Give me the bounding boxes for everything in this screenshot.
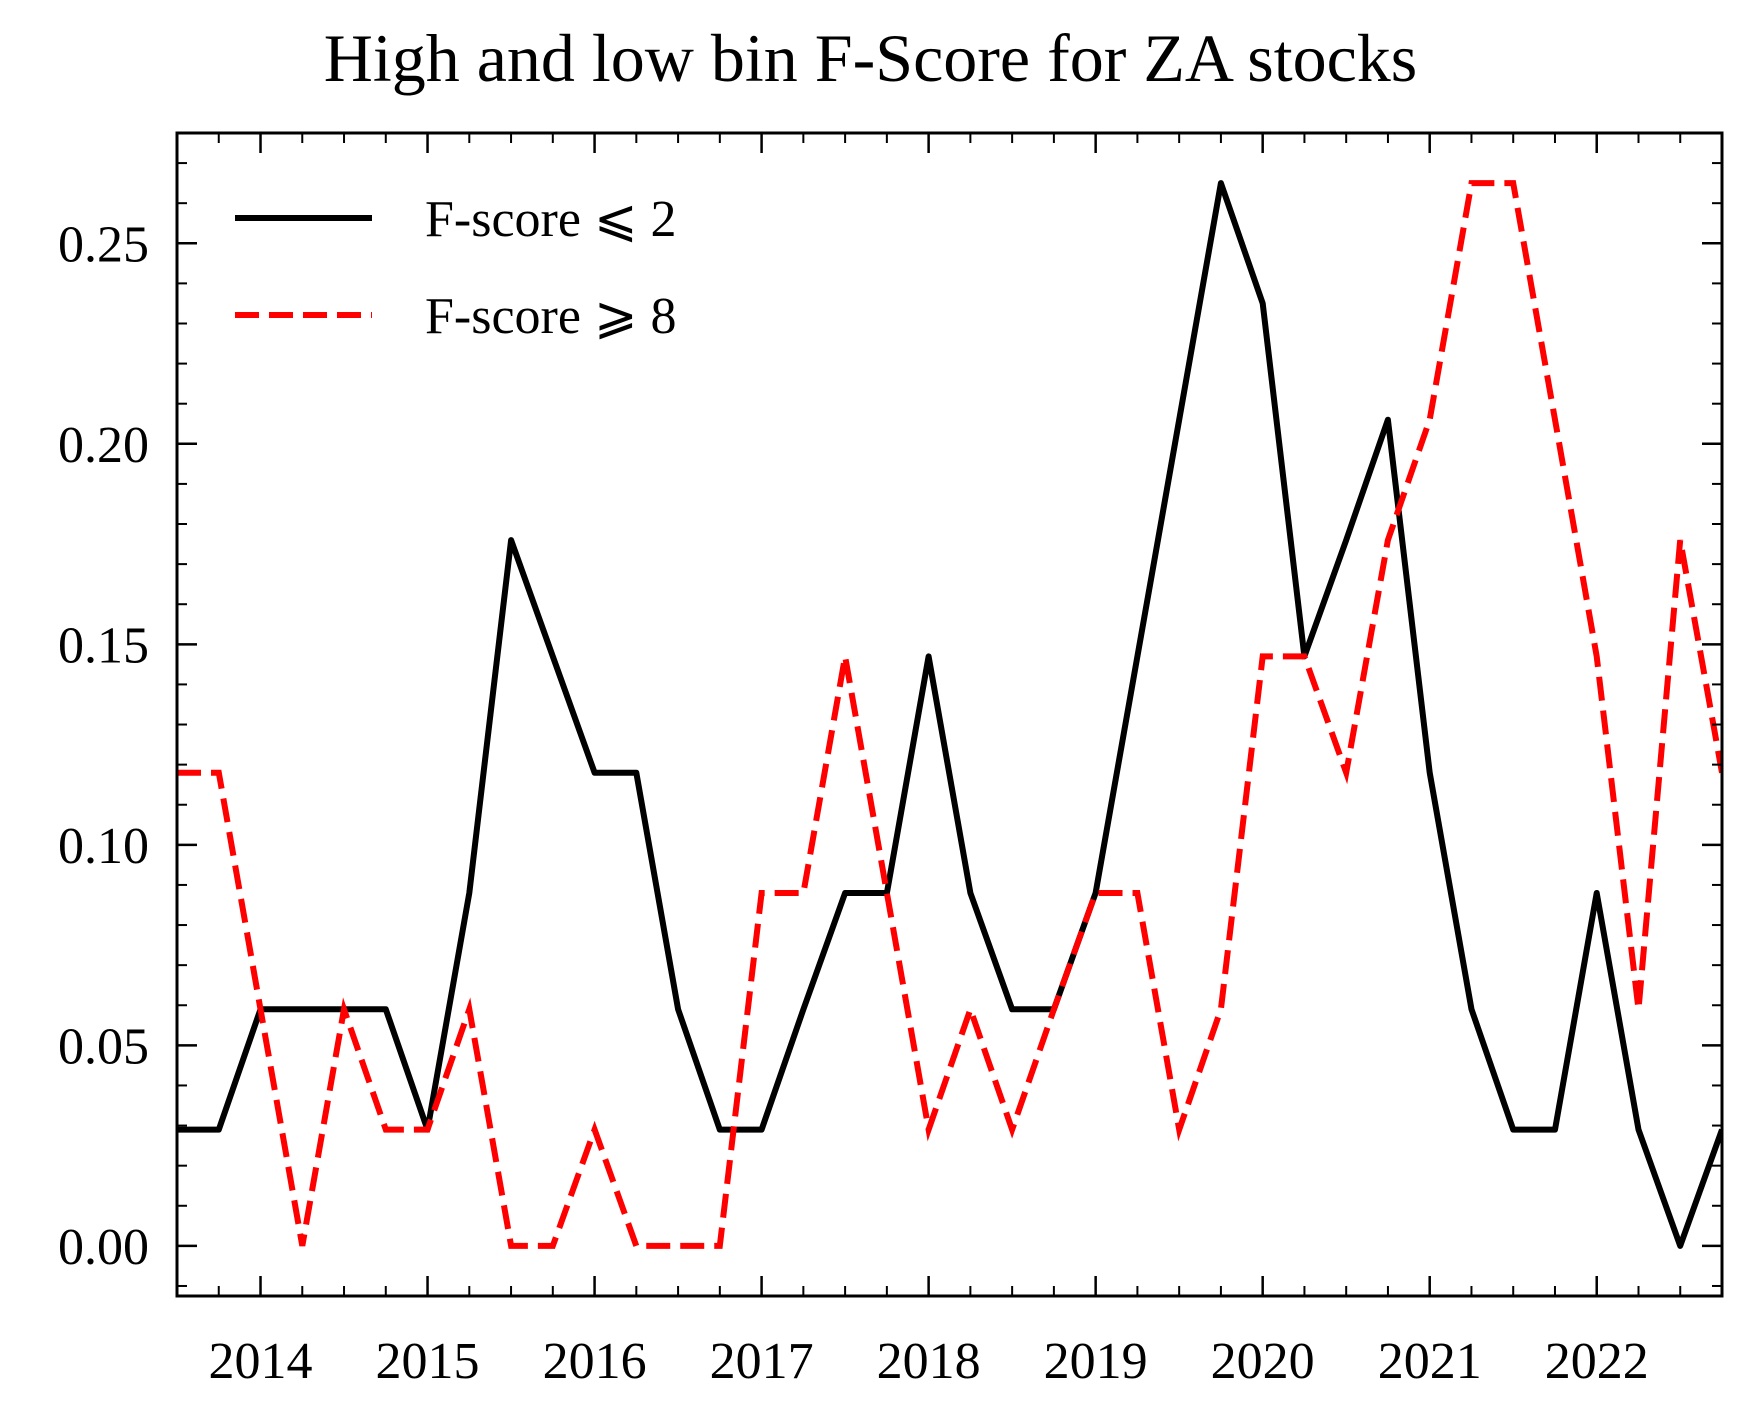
x-tick-label: 2020 — [1211, 1333, 1315, 1390]
x-tick-label: 2022 — [1545, 1333, 1649, 1390]
x-tick-label: 2019 — [1044, 1333, 1148, 1390]
plot-frame — [175, 131, 1724, 1298]
x-tick-label: 2021 — [1378, 1333, 1482, 1390]
legend-label-2: F-score ⩾ 8 — [425, 288, 677, 345]
tick-labels: 2014 2015 2016 2017 2018 2019 2020 2021 2022 0.00… — [58, 216, 1649, 1390]
x-tick-label: 2016 — [543, 1333, 647, 1390]
x-tick-label: 2014 — [209, 1333, 313, 1390]
series-line-1 — [177, 180, 1722, 1249]
ticks-layer — [176, 133, 1723, 1296]
y-tick-label: 0.05 — [58, 1018, 149, 1075]
x-tick-label: 2018 — [877, 1333, 981, 1390]
x-tick-label: 2017 — [710, 1333, 814, 1390]
chart-title: High and low bin F-Score for ZA stocks — [323, 20, 1418, 96]
y-tick-label: 0.20 — [58, 417, 149, 474]
y-tick-label: 0.00 — [58, 1219, 149, 1276]
y-tick-label: 0.25 — [58, 216, 149, 273]
legend: F-score ⩽ 2 F-score ⩾ 8 — [235, 191, 677, 345]
series-line-2 — [177, 180, 1722, 1249]
y-tick-label: 0.15 — [58, 617, 149, 674]
x-tick-label: 2015 — [376, 1333, 480, 1390]
legend-label-1: F-score ⩽ 2 — [425, 191, 677, 248]
y-tick-label: 0.10 — [58, 818, 149, 875]
series-layer — [177, 180, 1722, 1249]
